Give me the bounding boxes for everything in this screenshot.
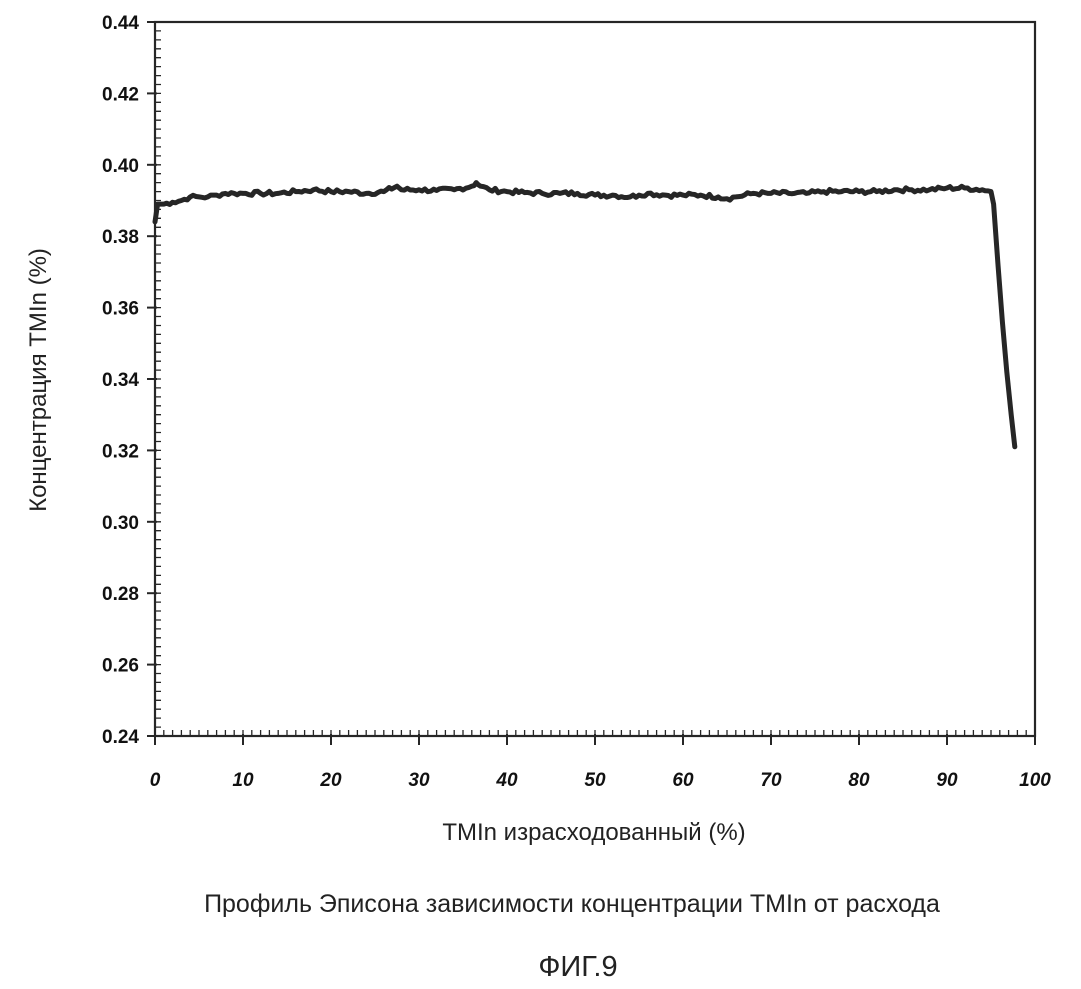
- x-axis-label: TMIn израсходованный (%): [442, 819, 745, 846]
- y-tick-label: 0.36: [102, 299, 139, 320]
- x-tick-labels: 0 10 20 30 40 50 60 70 80 90 100: [150, 770, 1052, 791]
- y-tick-label: 0.30: [102, 513, 139, 534]
- y-tick-label: 0.38: [102, 227, 139, 248]
- x-tick-label: 50: [584, 770, 606, 791]
- x-tick-label: 30: [408, 770, 430, 791]
- x-tick-label: 0: [150, 770, 161, 791]
- minor-tick-marks: [155, 31, 1026, 736]
- y-axis-label: Концентрация TMIn (%): [25, 248, 52, 512]
- minor-ticks: [155, 31, 1026, 736]
- y-tick-label: 0.42: [102, 84, 139, 105]
- y-tick-label: 0.26: [102, 656, 139, 677]
- y-tick-label: 0.32: [102, 441, 139, 462]
- x-tick-label: 70: [760, 770, 782, 791]
- y-tick-label: 0.24: [102, 727, 139, 748]
- x-tick-label: 10: [232, 770, 254, 791]
- x-tick-label: 100: [1019, 770, 1051, 791]
- x-tick-label: 80: [848, 770, 870, 791]
- figure-number: ФИГ.9: [538, 951, 617, 983]
- y-tick-labels: 0.24 0.26 0.28 0.30 0.32 0.34 0.36 0.38 0.40 0.42…: [102, 13, 139, 748]
- y-tick-label: 0.40: [102, 156, 139, 177]
- figure-caption: Профиль Эписона зависимости концентрации…: [204, 890, 940, 918]
- y-tick-label: 0.28: [102, 584, 139, 605]
- x-tick-label: 60: [672, 770, 694, 791]
- x-tick-label: 90: [936, 770, 958, 791]
- series-line: [155, 183, 1015, 447]
- plot-area: 0.24 0.26 0.28 0.30 0.32 0.34 0.36 0.38 0.40 0.42…: [102, 13, 1051, 791]
- major-ticks: [147, 22, 1035, 745]
- y-tick-label: 0.34: [102, 370, 139, 391]
- plot-frame: [155, 22, 1035, 736]
- x-tick-label: 40: [495, 770, 518, 791]
- y-tick-label: 0.44: [102, 13, 139, 34]
- x-tick-label: 20: [319, 770, 342, 791]
